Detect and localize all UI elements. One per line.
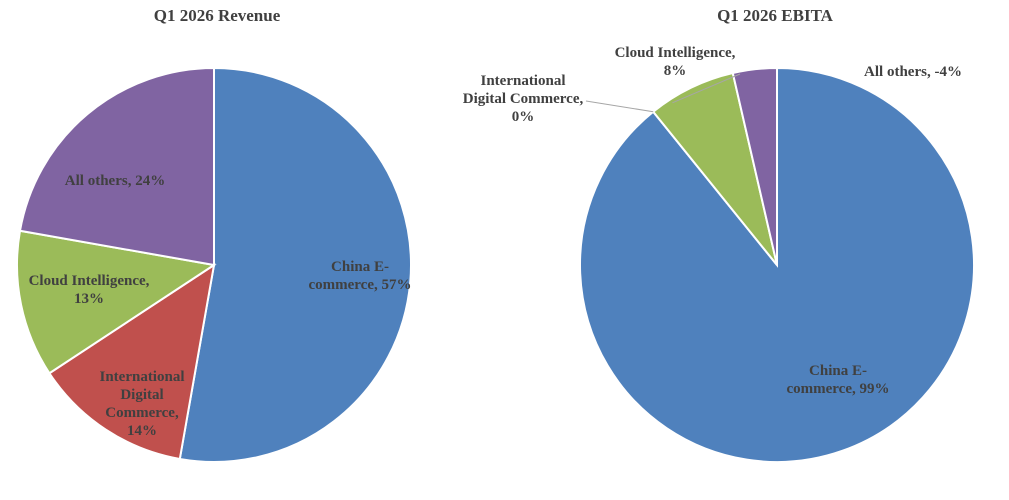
revenue-slice-china-e-commerce: [178, 66, 412, 463]
revenue-pie: [16, 66, 412, 463]
ebita-chart-title: Q1 2026 EBITA: [717, 6, 833, 25]
ebita-pie: [579, 66, 975, 463]
leader-international-digital-commerce: [585, 100, 654, 113]
ebita-label-cloud-intelligence: Cloud Intelligence, 8%: [614, 45, 736, 79]
ebita-label-international-digital-commerce: International Digital Commerce, 0%: [462, 73, 584, 125]
ebita-label-all-others: All others, -4%: [864, 64, 962, 80]
revenue-chart-title: Q1 2026 Revenue: [153, 6, 281, 25]
revenue-slice-cloud-intelligence: [16, 229, 217, 375]
ebita-slice-all-others: [731, 66, 778, 266]
revenue-label-international-digital-commerce: International Digital Commerce, 14%: [99, 369, 185, 439]
leader-lines: [585, 73, 741, 113]
revenue-label-all-others: All others, 24%: [64, 173, 166, 189]
leader-cloud-intelligence: [672, 73, 741, 104]
revenue-slice-all-others: [18, 66, 215, 267]
revenue-slice-international-digital-commerce: [48, 262, 216, 461]
revenue-label-cloud-intelligence: Cloud Intelligence, 13%: [28, 273, 150, 307]
ebita-label-china-ecommerce: China E- commerce, 99%: [786, 363, 890, 397]
revenue-label-china-ecommerce: China E- commerce, 57%: [308, 259, 412, 293]
